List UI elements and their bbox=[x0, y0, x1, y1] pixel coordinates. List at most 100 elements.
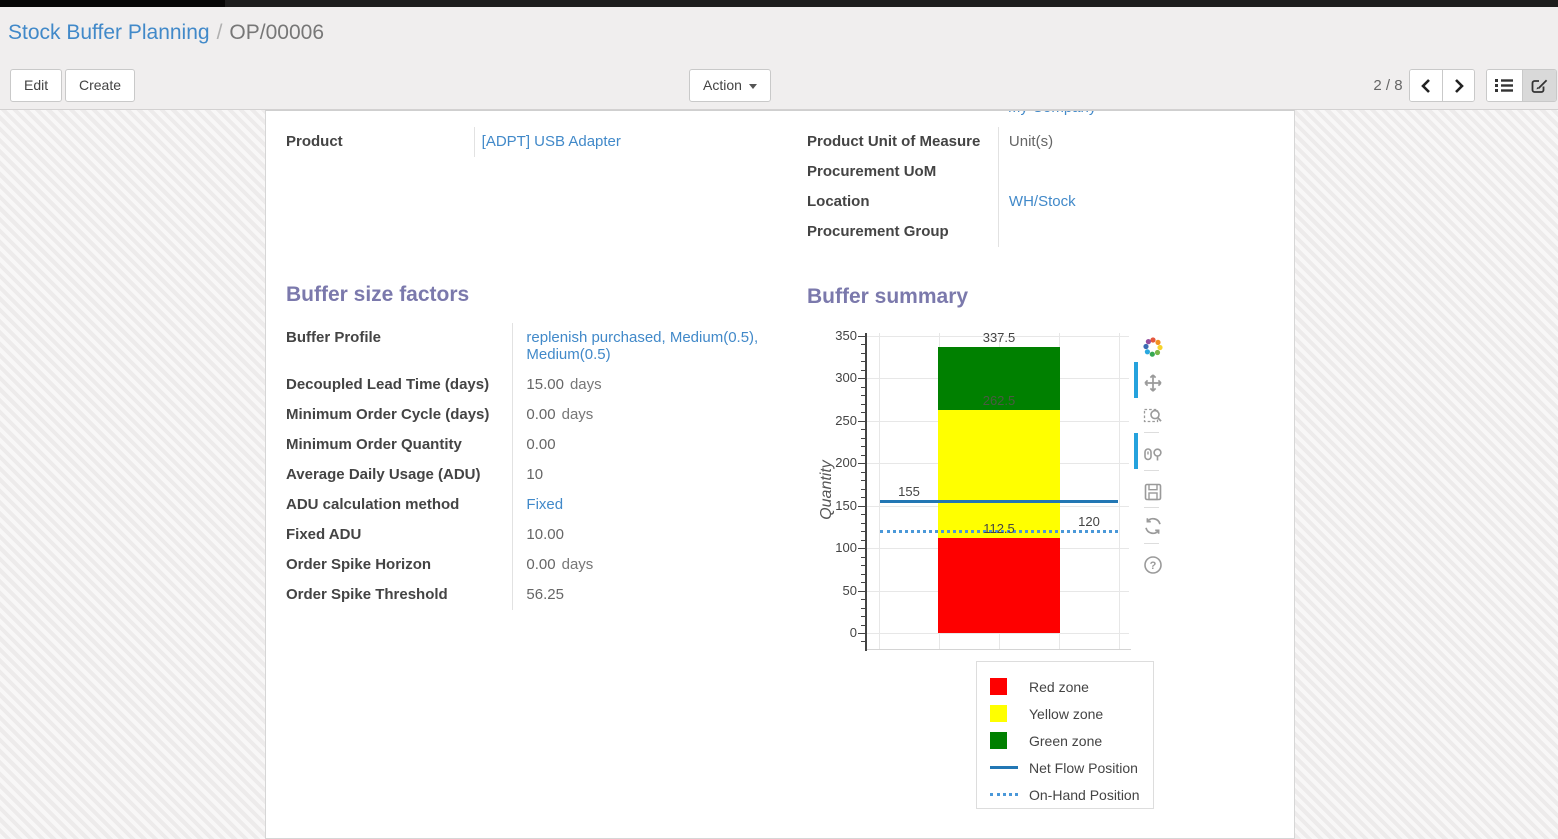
pager-buttons bbox=[1409, 69, 1475, 102]
help-icon: ? bbox=[1144, 556, 1162, 574]
form-view-button[interactable] bbox=[1521, 70, 1556, 101]
field-value-link[interactable]: Fixed bbox=[526, 496, 564, 513]
field-value: 10 bbox=[513, 460, 778, 490]
legend-swatch bbox=[990, 678, 1020, 695]
pager-counter: 2 / 8 bbox=[1373, 77, 1403, 94]
reset-axes-icon bbox=[1145, 517, 1161, 535]
y-minor-tick bbox=[861, 497, 865, 499]
legend-item[interactable]: Green zone bbox=[990, 727, 1153, 754]
reset-axes-button[interactable] bbox=[1142, 515, 1164, 537]
compare-hover-button[interactable] bbox=[1142, 444, 1164, 466]
legend-label: Yellow zone bbox=[1029, 705, 1104, 722]
y-tick-label: 0 bbox=[849, 625, 857, 640]
field-label: Location bbox=[807, 187, 999, 217]
y-major-tick bbox=[858, 590, 865, 592]
y-minor-tick bbox=[861, 480, 865, 482]
box-zoom-button[interactable] bbox=[1142, 404, 1164, 426]
y-minor-tick bbox=[861, 352, 865, 354]
field-row: Buffer Profile replenish purchased, Mediu… bbox=[286, 323, 778, 370]
breadcrumb-parent-link[interactable]: Stock Buffer Planning bbox=[8, 21, 210, 44]
y-minor-tick bbox=[861, 616, 865, 618]
field-value-link[interactable]: [ADPT] USB Adapter bbox=[481, 133, 621, 150]
y-minor-tick bbox=[861, 454, 865, 456]
net-flow-position-line[interactable] bbox=[880, 500, 1118, 504]
field-value-text: 0.00 bbox=[526, 406, 556, 423]
field-value: 10.00 bbox=[513, 520, 778, 550]
y-minor-tick bbox=[861, 599, 865, 601]
field-label: Procurement UoM bbox=[807, 157, 999, 187]
breadcrumb-current: OP/00006 bbox=[229, 21, 324, 44]
field-label: Minimum Order Cycle (days) bbox=[286, 400, 514, 430]
legend-item[interactable]: On-Hand Position bbox=[990, 781, 1153, 808]
y-tick-label: 150 bbox=[835, 497, 857, 513]
legend-item[interactable]: Yellow zone bbox=[990, 700, 1153, 727]
buffer-summary-chart[interactable]: 155 120 337.5 262.5 112.5 0 50 100 150 200 250 300 3… bbox=[813, 328, 1181, 665]
y-minor-tick bbox=[861, 556, 865, 558]
list-view-icon bbox=[1495, 79, 1514, 92]
y-minor-tick bbox=[861, 488, 865, 490]
field-value: 0.00 days bbox=[513, 400, 778, 430]
legend-swatch bbox=[990, 766, 1020, 769]
y-major-tick bbox=[858, 548, 865, 550]
legend-label: Net Flow Position bbox=[1029, 759, 1138, 776]
y-major-tick bbox=[858, 633, 865, 634]
chevron-right-icon bbox=[1454, 78, 1464, 93]
y-major-tick bbox=[858, 420, 865, 422]
modebar-separator bbox=[1144, 432, 1159, 433]
field-value: Unit(s) bbox=[998, 127, 1277, 157]
on-hand-position-line[interactable] bbox=[880, 530, 1118, 534]
y-minor-tick bbox=[861, 573, 865, 575]
legend-item[interactable]: Net Flow Position bbox=[990, 754, 1153, 781]
bar-value-label: 262.5 bbox=[982, 393, 1016, 409]
help-button[interactable]: ? bbox=[1142, 554, 1164, 576]
form-view-icon bbox=[1531, 79, 1547, 93]
legend-item[interactable]: Red zone bbox=[990, 673, 1153, 700]
pan-button[interactable] bbox=[1142, 372, 1164, 394]
zone-yellow[interactable] bbox=[938, 410, 1060, 538]
create-button[interactable]: Create bbox=[65, 69, 136, 102]
modebar-separator bbox=[1144, 507, 1159, 508]
y-minor-tick bbox=[861, 624, 865, 626]
active-tool-indicator bbox=[1134, 433, 1138, 469]
y-minor-tick bbox=[861, 437, 865, 439]
legend-swatch bbox=[990, 793, 1020, 796]
field-row: Fixed ADU 10.00 bbox=[286, 520, 778, 550]
y-tick-label: 50 bbox=[842, 582, 857, 598]
legend-square-swatch bbox=[990, 705, 1007, 722]
field-value: Fixed bbox=[513, 490, 778, 520]
field-label: Decoupled Lead Time (days) bbox=[286, 370, 514, 400]
field-value: WH/Stock bbox=[998, 187, 1277, 217]
legend-square-swatch bbox=[990, 678, 1007, 695]
field-value-link[interactable]: replenish purchased, Medium(0.5), Medium… bbox=[526, 329, 759, 363]
modebar-separator bbox=[1144, 470, 1159, 471]
field-label: Procurement Group bbox=[807, 217, 999, 247]
company-field-clipped: My Company bbox=[1008, 111, 1228, 118]
bar-value-label: 337.5 bbox=[982, 329, 1016, 345]
list-view-button[interactable] bbox=[1487, 70, 1522, 101]
action-dropdown-button[interactable]: Action bbox=[689, 69, 771, 102]
y-major-tick bbox=[858, 336, 865, 337]
pager-next-button[interactable] bbox=[1442, 70, 1474, 101]
line-label: 120 bbox=[1078, 514, 1100, 530]
legend-line-swatch bbox=[990, 766, 1018, 769]
active-tool-indicator bbox=[1134, 362, 1138, 398]
breadcrumb: Stock Buffer Planning / OP/00006 bbox=[8, 21, 324, 45]
zone-red[interactable] bbox=[938, 537, 1060, 633]
field-row: Procurement UoM bbox=[807, 157, 1277, 187]
y-major-tick bbox=[858, 378, 865, 380]
caret-down-icon bbox=[748, 83, 757, 89]
zone-green[interactable] bbox=[938, 346, 1060, 411]
field-label: Fixed ADU bbox=[286, 520, 514, 550]
gridline-horizontal bbox=[867, 633, 1129, 634]
y-minor-tick bbox=[861, 539, 865, 541]
edit-button[interactable]: Edit bbox=[10, 69, 63, 102]
plotly-logo-button[interactable] bbox=[1142, 336, 1164, 358]
pager-previous-button[interactable] bbox=[1410, 70, 1442, 101]
save-button[interactable] bbox=[1142, 481, 1164, 503]
field-value-link[interactable]: WH/Stock bbox=[1008, 193, 1076, 210]
y-tick-label: 300 bbox=[835, 370, 857, 386]
compare-hover-icon bbox=[1144, 448, 1162, 461]
modebar-separator bbox=[1144, 543, 1159, 544]
legend-square-swatch bbox=[990, 732, 1007, 749]
legend-swatch bbox=[990, 705, 1020, 722]
